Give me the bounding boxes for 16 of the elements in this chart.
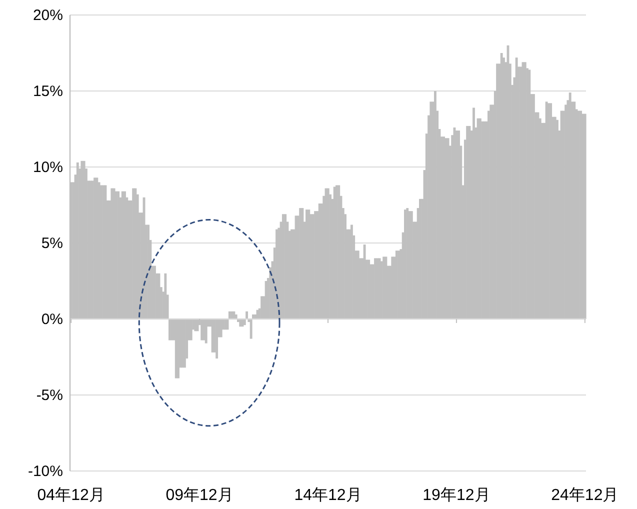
x-tick-label: 14年12月 xyxy=(294,487,362,504)
bar xyxy=(164,273,167,319)
y-tick-label: 20% xyxy=(32,7,63,24)
y-tick-label: -10% xyxy=(28,463,63,480)
bar xyxy=(204,319,208,344)
x-tick-label: 24年12月 xyxy=(551,487,619,504)
bar xyxy=(584,114,586,319)
y-tick-label: -5% xyxy=(36,387,63,404)
x-tick-label: 09年12月 xyxy=(166,487,234,504)
y-tick-label: 0% xyxy=(41,311,63,328)
x-tick-label: 04年12月 xyxy=(37,487,105,504)
bar xyxy=(216,319,218,359)
x-tick-label: 19年12月 xyxy=(422,487,490,504)
y-tick-label: 5% xyxy=(41,235,63,252)
y-tick-label: 15% xyxy=(32,83,63,100)
y-tick-label: 10% xyxy=(32,159,63,176)
